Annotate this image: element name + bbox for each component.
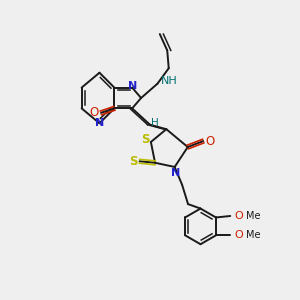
Text: NH: NH [161,76,178,86]
Text: O: O [234,211,243,221]
Text: N: N [171,169,180,178]
Text: N: N [128,81,137,91]
Text: O: O [234,230,243,240]
Text: O: O [90,106,99,119]
Text: N: N [95,118,104,128]
Text: S: S [141,133,149,146]
Text: S: S [129,155,137,168]
Text: Me: Me [246,230,260,240]
Text: H: H [152,118,159,128]
Text: O: O [205,135,214,148]
Text: Me: Me [246,211,260,221]
